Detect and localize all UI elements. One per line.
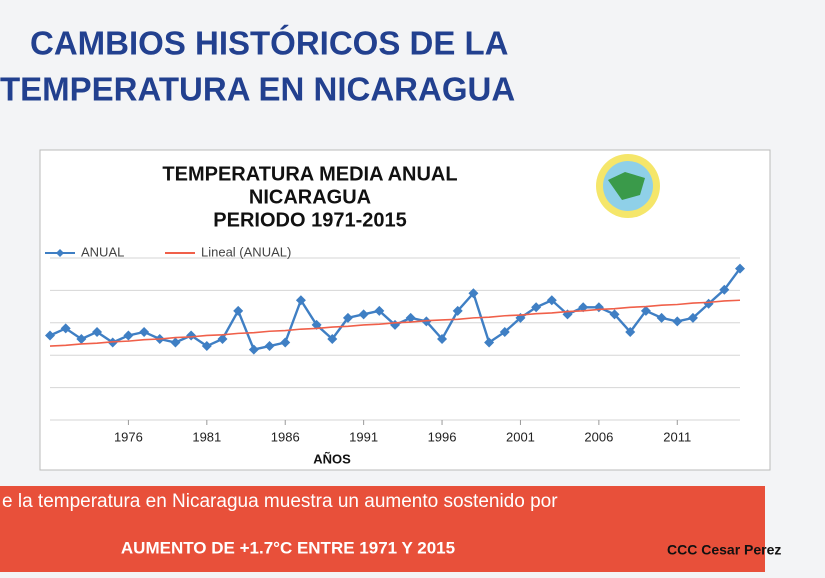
data-point (186, 330, 197, 341)
legend-marker (56, 249, 64, 257)
data-point (437, 334, 448, 344)
data-point (468, 288, 479, 299)
data-point (546, 295, 557, 306)
logo-shape (608, 172, 645, 200)
data-point (280, 337, 291, 348)
chart-title: TEMPERATURA MEDIA ANUAL (162, 163, 457, 185)
legend-label: Lineal (ANUAL) (201, 244, 291, 259)
data-point (719, 284, 730, 295)
series-line (49, 299, 741, 347)
data-point (139, 326, 150, 337)
credit: CCC Cesar Perez (667, 542, 781, 558)
data-point (531, 302, 542, 313)
data-point (687, 312, 698, 323)
x-tick-label: 1981 (192, 429, 221, 444)
data-point (735, 263, 745, 274)
x-tick-label: 2006 (584, 429, 613, 444)
data-point (264, 341, 275, 352)
data-point (45, 330, 55, 341)
data-point (123, 330, 134, 341)
legend-label: ANUAL (81, 244, 124, 259)
data-point (60, 323, 71, 334)
data-point (92, 326, 103, 337)
data-point (484, 337, 495, 348)
data-point (248, 344, 259, 355)
x-tick-label: 1976 (114, 429, 143, 444)
data-point (76, 334, 87, 344)
banner-text: e la temperatura en Nicaragua muestra un… (2, 491, 558, 512)
data-point (342, 312, 353, 323)
data-point (201, 341, 212, 352)
data-point (625, 326, 636, 337)
x-tick-label: 1996 (428, 429, 457, 444)
banner-highlight: AUMENTO DE +1.7°C ENTRE 1971 Y 2015 (121, 538, 455, 557)
data-point (217, 334, 228, 344)
x-tick-label: 2011 (663, 429, 691, 444)
data-point (672, 316, 683, 327)
x-tick-label: 2001 (506, 429, 535, 444)
data-point (405, 312, 416, 323)
data-point (374, 305, 385, 316)
data-point (295, 295, 306, 306)
slide-title: TEMPERATURA EN NICARAGUA (0, 71, 515, 108)
data-point (358, 309, 369, 320)
data-point (499, 326, 510, 337)
data-point (609, 309, 620, 320)
logo (596, 154, 660, 218)
chart-title: PERIODO 1971-2015 (213, 209, 406, 231)
data-point (656, 312, 667, 323)
data-point (640, 305, 651, 316)
x-axis-label: AÑOS (313, 451, 351, 466)
slide-title: CAMBIOS HISTÓRICOS DE LA (30, 25, 509, 62)
chart-frame (39, 149, 771, 471)
data-point (233, 305, 244, 316)
data-point (170, 337, 181, 348)
data-point (452, 305, 463, 316)
x-tick-label: 1991 (349, 429, 378, 444)
data-point (327, 334, 338, 344)
data-point (703, 298, 714, 309)
chart-title: NICARAGUA (249, 186, 371, 208)
banner (0, 486, 765, 572)
x-tick-label: 1986 (271, 429, 300, 444)
